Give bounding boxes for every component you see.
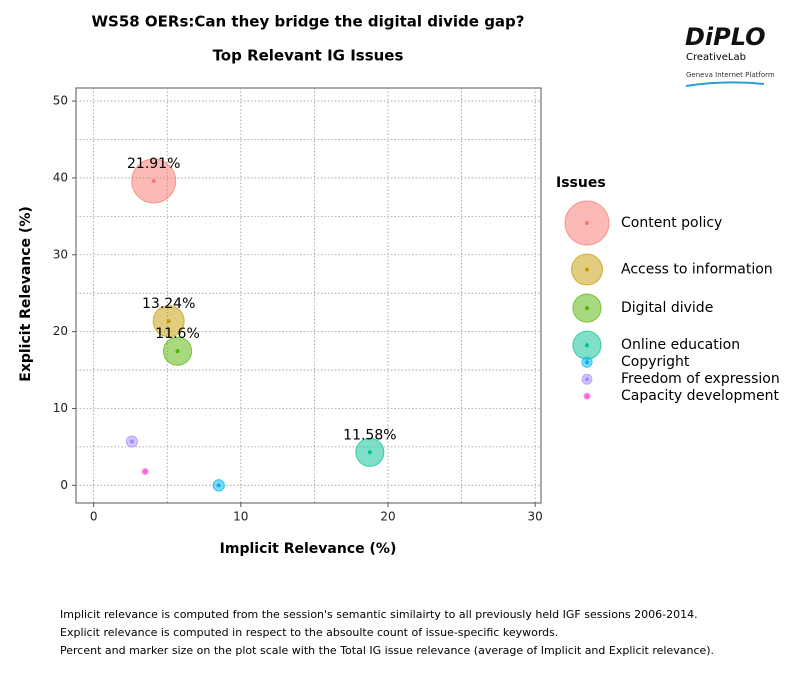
plot-panel <box>75 87 542 504</box>
bubble-center <box>166 319 171 324</box>
legend-swatch-center <box>585 221 589 225</box>
y-tick-label: 20 <box>53 324 68 338</box>
y-axis-title: Explicit Relevance (%) <box>18 206 34 381</box>
value-label: 11.58% <box>343 427 396 443</box>
y-tick-label: 10 <box>53 401 68 415</box>
y-tick-label: 50 <box>53 94 68 108</box>
chart-title: WS58 OERs:Can they bridge the digital di… <box>91 13 524 31</box>
bubble-center <box>143 469 148 474</box>
x-axis-title: Implicit Relevance (%) <box>220 541 397 557</box>
legend-title: Issues <box>556 175 606 191</box>
x-tick-label: 30 <box>527 510 542 524</box>
legend-label: Online education <box>621 337 740 353</box>
legend-label: Capacity development <box>621 388 779 404</box>
bubble-center <box>175 349 180 354</box>
x-tick-label: 0 <box>90 510 98 524</box>
legend-label: Freedom of expression <box>621 371 780 387</box>
legend-label: Access to information <box>621 262 773 278</box>
logo-brand: DiPLO <box>685 23 766 51</box>
value-label: 11.6% <box>155 326 199 342</box>
logo: DiPLO CreativeLab Geneva Internet Platfo… <box>685 23 775 87</box>
footnote: Percent and marker size on the plot scal… <box>60 644 714 657</box>
legend-swatch-center <box>585 360 589 365</box>
legend-label: Digital divide <box>621 300 713 316</box>
legend-label: Content policy <box>621 215 722 231</box>
legend-swatch-center <box>585 267 589 272</box>
bubble-center <box>129 439 134 444</box>
legend-label: Copyright <box>621 354 690 370</box>
logo-swoosh <box>685 81 765 87</box>
bubble-center <box>367 450 372 455</box>
chart-subtitle: Top Relevant IG Issues <box>213 47 404 65</box>
logo-platform: Geneva Internet Platform <box>686 71 775 79</box>
x-tick-label: 10 <box>233 510 248 524</box>
y-tick-label: 0 <box>60 478 68 492</box>
footnote: Explicit relevance is computed in respec… <box>60 626 558 639</box>
bubble-center <box>216 483 221 488</box>
bubble-center <box>151 178 156 183</box>
legend-swatch-center <box>585 394 589 399</box>
legend-swatch-center <box>585 377 589 382</box>
y-tick-label: 40 <box>53 170 68 184</box>
x-tick-label: 20 <box>380 510 395 524</box>
legend-swatch-center <box>585 306 589 311</box>
value-label: 13.24% <box>142 296 195 312</box>
y-tick-label: 30 <box>53 247 68 261</box>
legend-swatch-center <box>585 343 589 348</box>
logo-lab: CreativeLab <box>686 52 746 63</box>
value-label: 21.91% <box>127 156 180 172</box>
footnote: Implicit relevance is computed from the … <box>60 608 698 621</box>
